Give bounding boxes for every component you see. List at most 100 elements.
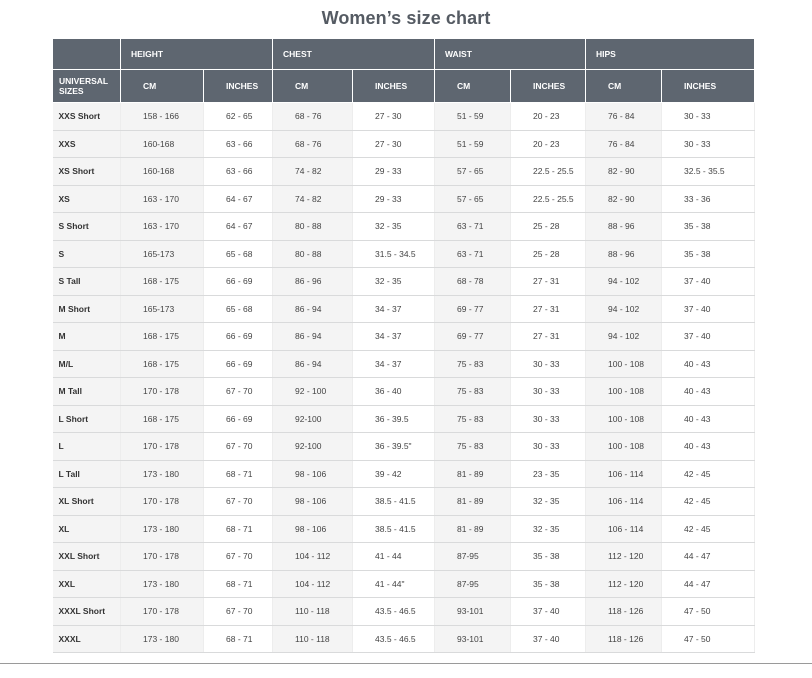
measurement-cell: 168 - 175 [120, 322, 204, 351]
measurement-cell: 67 - 70 [203, 597, 273, 626]
measurement-cell: 170 - 178 [120, 597, 204, 626]
size-label: XXL Short [52, 542, 121, 571]
measurement-cell: 92-100 [272, 432, 353, 461]
measurement-cell: 106 - 114 [585, 487, 663, 516]
measurement-cell: 66 - 69 [203, 350, 273, 378]
measurement-cell: 76 - 84 [585, 102, 663, 131]
measurement-cell: 100 - 108 [585, 377, 663, 406]
measurement-cell: 40 - 43 [661, 432, 756, 461]
measurement-cell: 94 - 102 [585, 322, 663, 351]
measurement-cell: 30 - 33 [510, 432, 587, 461]
measurement-cell: 110 - 118 [272, 625, 353, 653]
header-unit-cm: CM [434, 69, 511, 103]
measurement-cell: 29 - 33 [352, 157, 435, 186]
measurement-cell: 20 - 23 [510, 102, 587, 131]
measurement-cell: 75 - 83 [434, 405, 511, 433]
measurement-cell: 88 - 96 [585, 212, 663, 241]
measurement-cell: 92 - 100 [272, 377, 353, 406]
table-row: XXS 160-168 63 - 66 68 - 76 27 - 30 51 - 59 20… [52, 130, 756, 158]
measurement-cell: 68 - 71 [203, 460, 273, 488]
measurement-cell: 173 - 180 [120, 570, 204, 598]
measurement-cell: 68 - 71 [203, 625, 273, 653]
measurement-cell: 160-168 [120, 157, 204, 186]
measurement-cell: 168 - 175 [120, 405, 204, 433]
size-label: L Tall [52, 460, 121, 488]
measurement-cell: 68 - 78 [434, 267, 511, 296]
measurement-cell: 42 - 45 [661, 515, 756, 543]
measurement-cell: 27 - 30 [352, 130, 435, 158]
measurement-cell: 160-168 [120, 130, 204, 158]
page-title: Women’s size chart [321, 8, 491, 28]
measurement-cell: 170 - 178 [120, 542, 204, 571]
measurement-cell: 57 - 65 [434, 185, 511, 213]
measurement-cell: 32 - 35 [352, 212, 435, 241]
measurement-cell: 43.5 - 46.5 [352, 625, 435, 653]
table-row: M 168 - 175 66 - 69 86 - 94 34 - 37 69 - 77 27… [52, 322, 756, 351]
size-label: L [52, 432, 121, 461]
measurement-cell: 27 - 31 [510, 322, 587, 351]
table-body: XXS Short 158 - 166 62 - 65 68 - 76 27 - 30 5… [52, 102, 756, 653]
measurement-cell: 74 - 82 [272, 157, 353, 186]
measurement-cell: 168 - 175 [120, 350, 204, 378]
measurement-cell: 27 - 30 [352, 102, 435, 131]
measurement-cell: 69 - 77 [434, 322, 511, 351]
measurement-cell: 29 - 33 [352, 185, 435, 213]
measurement-cell: 32 - 35 [510, 515, 587, 543]
measurement-cell: 75 - 83 [434, 377, 511, 406]
measurement-cell: 92-100 [272, 405, 353, 433]
table-row: XS Short 160-168 63 - 66 74 - 82 29 - 33 57 -… [52, 157, 756, 186]
measurement-cell: 22.5 - 25.5 [510, 185, 587, 213]
measurement-cell: 68 - 71 [203, 570, 273, 598]
measurement-cell: 39 - 42 [352, 460, 435, 488]
table-row: XXXL 173 - 180 68 - 71 110 - 118 43.5 - 46.5… [52, 625, 756, 653]
measurement-cell: 31.5 - 34.5 [352, 240, 435, 268]
measurement-cell: 32 - 35 [352, 267, 435, 296]
table-row: M/L 168 - 175 66 - 69 86 - 94 34 - 37 75 - 83… [52, 350, 756, 378]
measurement-cell: 170 - 178 [120, 487, 204, 516]
measurement-cell: 67 - 70 [203, 432, 273, 461]
size-label: L Short [52, 405, 121, 433]
table-row: XS 163 - 170 64 - 67 74 - 82 29 - 33 57 - 65 2… [52, 185, 756, 213]
measurement-cell: 68 - 76 [272, 102, 353, 131]
measurement-cell: 87-95 [434, 542, 511, 571]
measurement-cell: 82 - 90 [585, 185, 663, 213]
measurement-cell: 32.5 - 35.5 [661, 157, 756, 186]
header-unit-inches: INCHES [661, 69, 756, 103]
measurement-cell: 47 - 50 [661, 597, 756, 626]
measurement-cell: 98 - 106 [272, 487, 353, 516]
measurement-cell: 68 - 71 [203, 515, 273, 543]
table-row: XXS Short 158 - 166 62 - 65 68 - 76 27 - 30 5… [52, 102, 756, 131]
measurement-cell: 63 - 66 [203, 130, 273, 158]
measurement-cell: 98 - 106 [272, 460, 353, 488]
table-row: M Short 165-173 65 - 68 86 - 94 34 - 37 69 - … [52, 295, 756, 323]
table-row: XXXL Short 170 - 178 67 - 70 110 - 118 43.5 … [52, 597, 756, 626]
measurement-cell: 68 - 76 [272, 130, 353, 158]
measurement-cell: 110 - 118 [272, 597, 353, 626]
measurement-cell: 86 - 94 [272, 350, 353, 378]
measurement-cell: 36 - 40 [352, 377, 435, 406]
measurement-cell: 38.5 - 41.5 [352, 515, 435, 543]
measurement-cell: 30 - 33 [661, 102, 756, 131]
measurement-cell: 86 - 96 [272, 267, 353, 296]
measurement-cell: 67 - 70 [203, 377, 273, 406]
header-unit-cm: CM [585, 69, 663, 103]
size-label: XXXL [52, 625, 121, 653]
table-row: XL 173 - 180 68 - 71 98 - 106 38.5 - 41.5 81 … [52, 515, 756, 543]
size-label: S Short [52, 212, 121, 241]
measurement-cell: 86 - 94 [272, 295, 353, 323]
measurement-cell: 36 - 39.5" [352, 432, 435, 461]
measurement-cell: 35 - 38 [510, 570, 587, 598]
measurement-cell: 158 - 166 [120, 102, 204, 131]
measurement-cell: 63 - 66 [203, 157, 273, 186]
measurement-cell: 30 - 33 [510, 405, 587, 433]
table-row: XL Short 170 - 178 67 - 70 98 - 106 38.5 - 4… [52, 487, 756, 516]
measurement-cell: 40 - 43 [661, 350, 756, 378]
header-unit-inches: INCHES [352, 69, 435, 103]
measurement-cell: 173 - 180 [120, 460, 204, 488]
measurement-cell: 65 - 68 [203, 295, 273, 323]
table-row: XXL Short 170 - 178 67 - 70 104 - 112 41 - 4… [52, 542, 756, 571]
measurement-cell: 165-173 [120, 240, 204, 268]
measurement-cell: 30 - 33 [510, 350, 587, 378]
header-unit-inches: INCHES [509, 69, 587, 103]
measurement-cell: 87-95 [434, 570, 511, 598]
